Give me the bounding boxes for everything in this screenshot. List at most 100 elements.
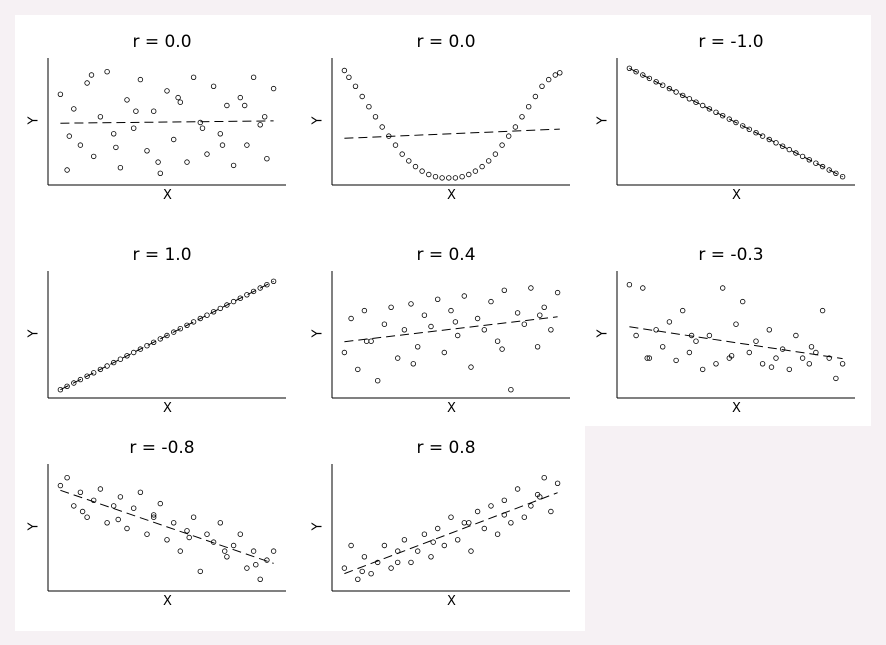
- data-point: [204, 151, 210, 157]
- scatter-chart-5: r = 0.4 X Y: [306, 231, 586, 416]
- data-point: [264, 155, 270, 162]
- data-point: [150, 512, 157, 518]
- data-point: [219, 142, 226, 148]
- plot-area: [616, 58, 855, 186]
- data-point: [786, 366, 792, 373]
- data-point: [204, 531, 210, 537]
- data-point: [428, 554, 434, 560]
- data-point: [184, 159, 190, 165]
- scatter-chart-4: r = 1.0 X Y: [22, 231, 302, 416]
- data-point: [57, 386, 64, 393]
- data-point: [66, 133, 72, 139]
- data-point: [113, 144, 119, 151]
- data-point: [381, 321, 388, 327]
- data-point: [237, 295, 243, 301]
- data-point: [241, 102, 248, 109]
- scatter-chart-7: r = -0.8 X Y: [22, 424, 302, 609]
- data-point: [110, 359, 117, 366]
- data-point: [175, 94, 181, 101]
- data-point: [368, 338, 374, 344]
- data-point: [541, 475, 547, 481]
- data-point: [633, 332, 639, 339]
- data-point: [673, 89, 679, 95]
- data-point: [368, 570, 374, 577]
- data-point: [466, 171, 472, 178]
- data-point: [355, 576, 361, 582]
- chart-title: r = 0.8: [416, 438, 476, 458]
- data-point: [237, 94, 243, 101]
- data-point: [746, 349, 752, 356]
- x-axis-label: X: [732, 401, 741, 416]
- data-point: [190, 74, 197, 80]
- data-point: [253, 561, 259, 568]
- data-point: [448, 514, 454, 520]
- data-point: [466, 520, 472, 526]
- data-point: [348, 315, 354, 322]
- data-point: [768, 364, 775, 370]
- data-point: [117, 494, 124, 500]
- data-point: [401, 327, 408, 333]
- data-point: [468, 364, 474, 370]
- data-point: [537, 312, 543, 318]
- data-point: [733, 119, 739, 126]
- x-axis-label: X: [447, 401, 456, 416]
- data-point: [557, 70, 563, 76]
- data-point: [525, 103, 532, 110]
- data-point: [104, 69, 110, 75]
- data-point: [250, 74, 257, 80]
- data-point: [372, 114, 379, 120]
- scatter-chart-6: r = -0.3 X Y: [591, 231, 871, 416]
- scatter-chart-8: r = 0.8 X Y: [306, 424, 586, 609]
- y-axis-label: Y: [310, 116, 326, 124]
- data-point: [150, 514, 157, 520]
- data-point: [799, 355, 806, 361]
- figure-background-bottom: [15, 426, 585, 631]
- data-point: [833, 170, 839, 176]
- data-point: [104, 520, 110, 526]
- x-axis-label: X: [163, 188, 172, 203]
- data-point: [779, 346, 786, 352]
- scatter-chart-1: r = 0.0 X Y: [22, 18, 302, 203]
- data-point: [468, 548, 474, 554]
- plot-area: [47, 58, 286, 186]
- data-point: [813, 160, 819, 166]
- data-point: [244, 142, 250, 148]
- data-point: [97, 366, 104, 373]
- data-point: [472, 168, 479, 174]
- chart-title: r = -1.0: [698, 32, 764, 52]
- data-point: [626, 282, 633, 288]
- data-point: [554, 480, 561, 486]
- data-point: [250, 548, 257, 554]
- data-point: [190, 514, 197, 520]
- y-axis-label: Y: [26, 329, 42, 337]
- data-point: [197, 119, 203, 126]
- data-point: [124, 525, 130, 532]
- plot-area: [47, 271, 286, 399]
- data-point: [186, 534, 192, 541]
- data-point: [71, 380, 77, 386]
- data-point: [224, 302, 230, 308]
- data-point: [454, 332, 461, 339]
- data-point: [341, 565, 348, 571]
- data-point: [144, 148, 150, 154]
- data-point: [90, 153, 97, 160]
- data-point: [428, 323, 434, 330]
- data-point: [379, 124, 385, 130]
- data-point: [77, 376, 84, 383]
- data-point: [97, 486, 104, 492]
- data-point: [221, 548, 228, 554]
- data-point: [359, 93, 365, 100]
- data-point: [361, 307, 368, 314]
- data-point: [261, 114, 268, 120]
- trend-line: [344, 492, 558, 575]
- data-point: [726, 116, 732, 122]
- data-point: [115, 516, 121, 523]
- data-point: [257, 576, 263, 582]
- data-point: [224, 102, 230, 109]
- plot-area: [331, 271, 570, 399]
- data-point: [410, 361, 416, 367]
- data-point: [374, 377, 381, 384]
- data-point: [421, 531, 428, 537]
- data-point: [548, 327, 554, 333]
- data-point: [806, 361, 812, 367]
